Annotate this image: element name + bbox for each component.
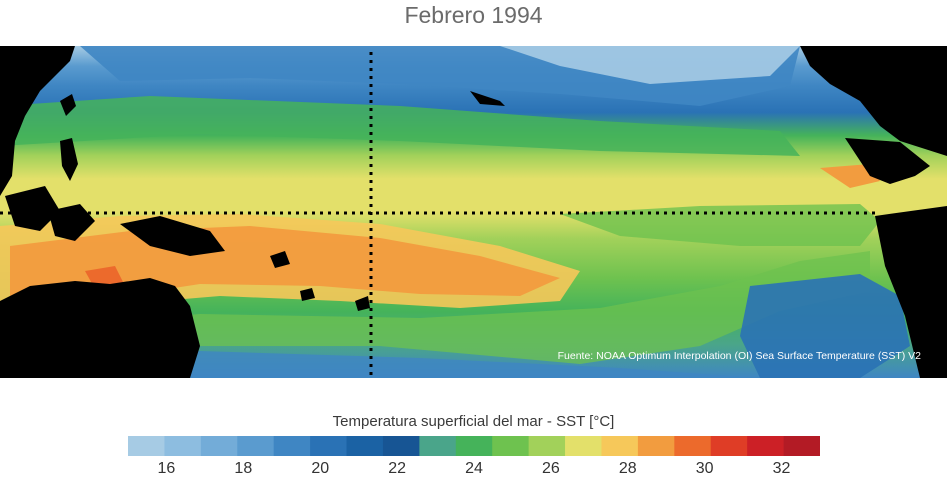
colorbar-tick-label: 22	[388, 460, 406, 477]
colorbar-swatch	[528, 436, 566, 456]
sst-map	[0, 46, 947, 378]
new-guinea-island	[120, 216, 225, 256]
colorbar-swatch	[310, 436, 348, 456]
colorbar-tick-label: 20	[311, 460, 330, 477]
philippines-island	[60, 138, 78, 181]
colorbar-swatch	[783, 436, 820, 456]
colorbar-swatch	[747, 436, 785, 456]
colorbar-swatch	[674, 436, 712, 456]
colorbar-swatch	[455, 436, 493, 456]
land	[0, 46, 947, 378]
north-green-band	[0, 96, 800, 156]
colorbar-tick-label: 28	[618, 460, 637, 477]
colorbar	[128, 436, 820, 456]
south-cold-pool	[740, 274, 910, 378]
pacific-islands	[270, 251, 370, 311]
colorbar-swatch	[492, 436, 530, 456]
colorbar-swatch	[637, 436, 675, 456]
central-america-landmass	[845, 138, 930, 184]
colorbar-swatch	[419, 436, 457, 456]
colorbar-swatch	[601, 436, 639, 456]
colorbar-tick-label: 18	[234, 460, 253, 477]
indonesia-island	[5, 186, 60, 231]
colorbar-swatch	[273, 436, 311, 456]
colorbar-swatch	[128, 436, 165, 456]
australia-landmass	[0, 278, 200, 378]
colorbar-tick-label: 30	[695, 460, 714, 477]
south-america-landmass	[875, 206, 947, 378]
colorbar-swatch	[382, 436, 420, 456]
colorbar-swatch	[710, 436, 748, 456]
colorbar-tick-label: 32	[772, 460, 791, 477]
colorbar-tick-label: 24	[465, 460, 483, 477]
asia-landmass	[0, 46, 75, 196]
north-america-landmass	[800, 46, 947, 156]
colorbar-swatch	[164, 436, 202, 456]
south-green-band	[0, 251, 870, 364]
hawaii-islands	[470, 91, 505, 106]
colorbar-swatch	[237, 436, 275, 456]
colorbar-swatch	[565, 436, 602, 456]
north-coldest-band	[500, 46, 800, 84]
colorbar-tick-label: 16	[157, 460, 176, 477]
central-america-warm	[820, 164, 880, 188]
colorbar-swatch	[200, 436, 238, 456]
colorbar-tick-label: 26	[541, 460, 560, 477]
source-note: Fuente: NOAA Optimum Interpolation (OI) …	[557, 350, 921, 362]
colorbar-swatch	[346, 436, 384, 456]
colorbar-ticks: 16 18 20 22 24 26 28 30 32	[0, 460, 947, 482]
borneo-island	[48, 204, 95, 241]
colorbar-label: Temperatura superficial del mar - SST [°…	[332, 413, 615, 430]
map-title: Febrero 1994	[404, 2, 543, 28]
japan-island	[60, 94, 76, 116]
